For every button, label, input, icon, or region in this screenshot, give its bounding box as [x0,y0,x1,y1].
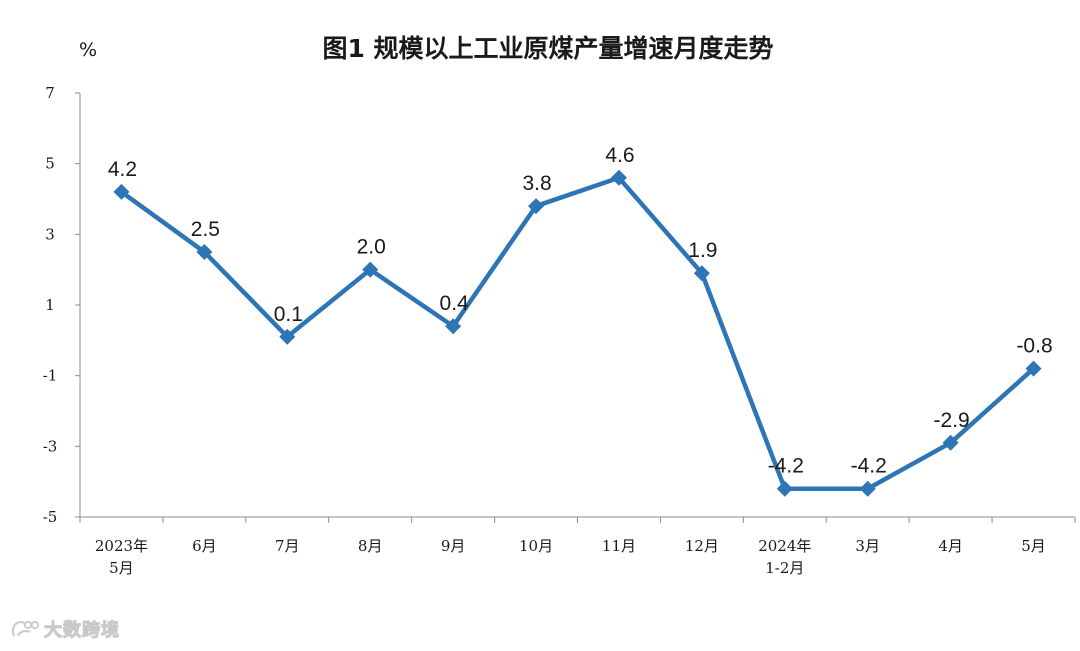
data-label: 0.1 [274,303,303,326]
x-tick-label: 2024年 [758,537,811,555]
x-tick-label: 10月 [519,537,553,555]
data-point-marker [196,244,213,260]
x-tick-label: 5月 [1021,537,1046,555]
data-label: 4.6 [605,144,634,167]
y-tick-label: 5 [45,155,55,173]
data-labels: 4.2 2.5 0.1 2.0 0.4 3.8 4.6 1.9 -4.2 -4.2 -2.9 -0.8 [108,144,1053,478]
x-tick-label: 2023年 [95,537,148,555]
y-tick-label: -3 [43,437,58,455]
y-axis-unit-label: % [79,39,97,61]
x-tick-label: 6月 [192,537,217,555]
x-tick-label: 12月 [685,537,719,555]
y-tick-label: 7 [45,84,55,102]
data-point-marker [859,480,876,497]
series-line [120,175,1036,491]
y-tick-label: -5 [43,508,58,526]
data-label: 2.5 [191,218,220,241]
y-tick-label: 3 [45,225,55,243]
data-point-marker [279,328,296,345]
data-point-marker [362,261,379,278]
x-tick-label: 7月 [275,537,300,555]
data-label: -0.8 [1016,335,1052,358]
data-point-marker [776,480,793,497]
y-tick-label: -1 [43,367,58,385]
data-point-marker [528,198,545,215]
data-label: 3.8 [522,172,551,195]
watermark: 大数跨境 [10,616,120,642]
x-tick-label: 1-2月 [765,559,804,577]
axes: 7 5 3 1 -1 -3 -5 2023年 5月 6月 7月 8月 9月 10月 11月 12月 2024年 1… [43,84,1076,577]
x-tick-label: 9月 [441,537,466,555]
data-label: -4.2 [768,455,804,478]
watermark-text: 大数跨境 [44,620,120,642]
x-tick-label: 5月 [109,559,134,577]
brand-logo-icon [11,620,40,637]
data-point-marker [693,265,710,282]
data-point-marker [610,169,627,186]
chart-title: 图1 规模以上工业原煤产量增速月度走势 [322,34,773,63]
x-tick-label: 3月 [855,537,880,555]
y-tick-label: 1 [45,296,55,314]
x-tick-label: 4月 [938,537,963,555]
data-label: 4.2 [108,158,137,181]
x-tick-label: 8月 [358,537,383,555]
x-tick-label: 11月 [602,537,636,555]
data-label: -2.9 [934,409,970,432]
data-label: 1.9 [688,239,717,262]
data-point-marker [942,434,959,451]
data-point-marker [445,318,462,335]
data-series [113,169,1042,497]
data-label: 2.0 [357,236,386,259]
data-point-marker [113,183,130,200]
data-label: 0.4 [440,292,470,315]
data-point-marker [1025,360,1042,377]
data-label: -4.2 [851,455,887,478]
